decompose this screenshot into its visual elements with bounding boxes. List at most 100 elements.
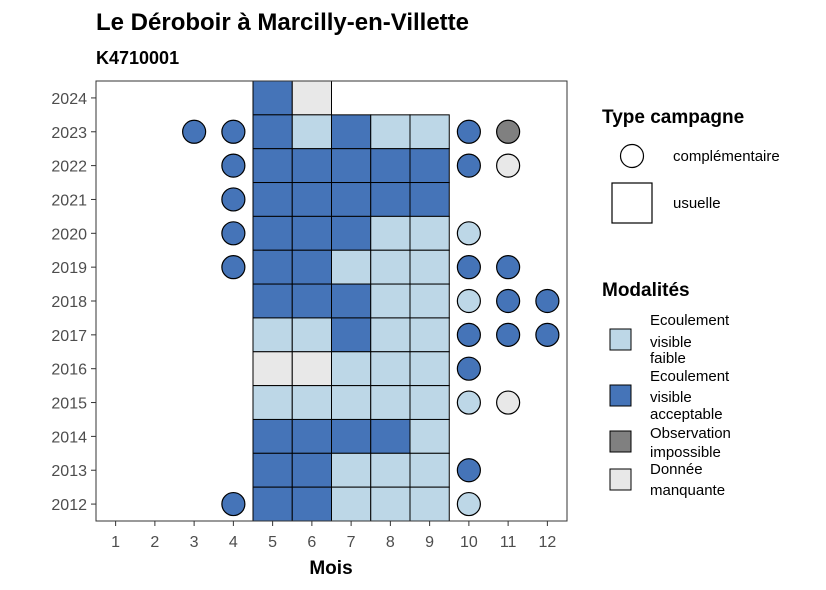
cell-usuelle-2018-7: [331, 283, 372, 319]
cell-usuelle-2016-5: [252, 351, 293, 387]
cell-usuelle-2013-9: [409, 452, 450, 488]
y-tick-label: 2018: [51, 294, 87, 311]
cell-usuelle-2014-5: [252, 418, 293, 454]
legend-label-impossible: impossible: [650, 444, 721, 461]
legend-square-icon: [611, 182, 653, 224]
y-tick-label: 2020: [51, 226, 87, 243]
point-complementaire-2022-10: [456, 153, 481, 178]
point-complementaire-2012-10: [456, 491, 481, 517]
y-tick-label: 2022: [51, 159, 87, 176]
x-tick-label: 4: [229, 534, 238, 551]
point-complementaire-2022-4: [221, 153, 246, 178]
cell-usuelle-2021-9: [409, 182, 450, 217]
legend-label-manquante: manquante: [650, 482, 725, 499]
cell-usuelle-2019-5: [252, 249, 293, 285]
point-complementaire-2018-10: [456, 288, 481, 314]
cell-usuelle-2012-5: [252, 486, 293, 522]
cell-usuelle-2018-9: [409, 283, 450, 319]
legend-label-impossible: Observation: [650, 425, 731, 442]
plot-area: 1 2 3 4 5 6 7 8 9 10 11 122012201320142015201620172…: [51, 80, 568, 551]
x-tick-label: 10: [460, 534, 478, 551]
cell-usuelle-2015-7: [331, 385, 372, 420]
legend-items: complémentaireusuelleEcoulementvisiblefa…: [609, 143, 780, 499]
cell-usuelle-2014-6: [291, 418, 332, 454]
legend-key-manquante: [609, 468, 632, 491]
legend-label-acceptable: acceptable: [650, 406, 723, 423]
x-tick-label: 6: [307, 534, 316, 551]
y-tick-label: 2024: [51, 91, 87, 108]
cell-usuelle-2022-8: [370, 148, 411, 184]
cell-usuelle-2013-8: [370, 452, 411, 488]
cell-usuelle-2022-5: [252, 148, 293, 184]
point-complementaire-2015-11: [496, 390, 521, 415]
cell-usuelle-2023-7: [331, 114, 372, 150]
cell-usuelle-2015-8: [370, 385, 411, 420]
y-tick-label: 2012: [51, 497, 87, 514]
cell-usuelle-2018-5: [252, 283, 293, 319]
point-complementaire-2020-4: [221, 221, 246, 246]
cell-usuelle-2024-5: [252, 80, 293, 116]
point-complementaire-2018-12: [535, 288, 560, 314]
point-complementaire-2015-10: [456, 390, 481, 415]
cell-usuelle-2015-5: [252, 385, 293, 420]
x-tick-label: 12: [538, 534, 556, 551]
legend-label-faible: visible: [650, 334, 692, 351]
cell-usuelle-2014-8: [370, 418, 411, 454]
cell-usuelle-2019-8: [370, 249, 411, 285]
cell-usuelle-2014-9: [409, 418, 450, 454]
y-tick-label: 2023: [51, 125, 87, 142]
cell-usuelle-2019-7: [331, 249, 372, 285]
legend-key-faible: [609, 328, 632, 351]
x-tick-label: 7: [347, 534, 356, 551]
point-complementaire-2017-11: [496, 322, 521, 347]
cell-usuelle-2020-9: [409, 215, 450, 251]
point-complementaire-2012-4: [221, 491, 246, 517]
legend-label-acceptable: Ecoulement: [650, 368, 730, 385]
x-tick-label: 1: [111, 534, 120, 551]
cell-usuelle-2017-5: [252, 317, 293, 353]
legend-circle-icon: [619, 143, 645, 169]
y-tick-label: 2015: [51, 396, 87, 413]
cell-usuelle-2021-6: [291, 182, 332, 217]
cell-usuelle-2017-6: [291, 317, 332, 353]
x-axis-title: Mois: [309, 558, 352, 579]
cell-usuelle-2017-9: [409, 317, 450, 353]
point-complementaire-2022-11: [496, 153, 521, 178]
cell-usuelle-2016-8: [370, 351, 411, 387]
cell-usuelle-2022-6: [291, 148, 332, 184]
cell-usuelle-2022-9: [409, 148, 450, 184]
cell-usuelle-2017-8: [370, 317, 411, 353]
cell-usuelle-2020-6: [291, 215, 332, 251]
x-tick-label: 5: [268, 534, 277, 551]
legend-type-label: complémentaire: [673, 148, 780, 165]
legend-key-acceptable: [609, 384, 632, 407]
cell-usuelle-2013-6: [291, 452, 332, 488]
point-complementaire-2017-10: [456, 322, 481, 347]
cell-usuelle-2018-6: [291, 283, 332, 319]
cell-usuelle-2015-6: [291, 385, 332, 420]
cell-usuelle-2015-9: [409, 385, 450, 420]
y-tick-label: 2021: [51, 192, 87, 209]
point-complementaire-2021-4: [221, 187, 246, 212]
cell-usuelle-2012-9: [409, 486, 450, 522]
y-tick-label: 2014: [51, 429, 87, 446]
cell-usuelle-2023-8: [370, 114, 411, 150]
point-complementaire-2018-11: [496, 288, 521, 314]
point-complementaire-2013-10: [456, 458, 481, 483]
chart-subtitle: K4710001: [96, 48, 179, 68]
cell-usuelle-2018-8: [370, 283, 411, 319]
legend-label-faible: faible: [650, 350, 686, 367]
x-tick-label: 2: [150, 534, 159, 551]
cell-usuelle-2021-7: [331, 182, 372, 217]
point-complementaire-2023-3: [182, 119, 207, 144]
y-tick-label: 2017: [51, 328, 87, 345]
point-complementaire-2019-10: [456, 255, 481, 280]
cell-usuelle-2012-8: [370, 486, 411, 522]
cell-usuelle-2014-7: [331, 418, 372, 454]
cell-usuelle-2019-9: [409, 249, 450, 285]
cell-usuelle-2023-9: [409, 114, 450, 150]
cell-usuelle-2012-7: [331, 486, 372, 522]
cell-usuelle-2021-5: [252, 182, 293, 217]
cell-usuelle-2016-7: [331, 351, 372, 387]
